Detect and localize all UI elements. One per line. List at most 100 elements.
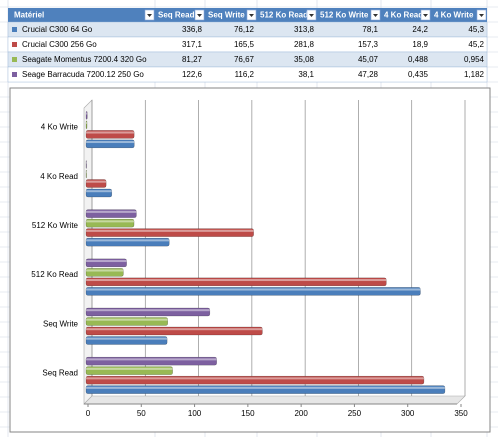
table-cell: 45,3	[468, 25, 484, 34]
y-tick-label: Seq Write	[43, 319, 79, 328]
table-cell: 78,1	[362, 25, 378, 34]
bar	[85, 139, 135, 149]
table-cell: 76,67	[234, 55, 255, 64]
table-cell: 18,9	[412, 40, 428, 49]
bar	[85, 326, 263, 336]
column-header: Matériel	[14, 11, 44, 20]
bar	[85, 336, 168, 345]
bar	[85, 228, 254, 237]
bar	[85, 188, 113, 198]
bar	[85, 218, 135, 228]
table: Matériel Seq Read Seq Write 512 Ko Read 512 …	[7, 8, 488, 83]
bar	[85, 385, 446, 394]
bar	[85, 258, 127, 268]
row-label: Crucial C300 64 Go	[22, 25, 93, 34]
x-tick-label: 350	[454, 409, 468, 418]
row-label: Crucial C300 256 Go	[22, 40, 97, 49]
bar	[85, 179, 107, 188]
bar-highlight	[86, 328, 263, 331]
table-cell: 157,3	[358, 40, 379, 49]
y-tick-label: 4 Ko Read	[40, 172, 78, 181]
bar	[85, 209, 137, 218]
column-header: 4 Ko Read	[384, 11, 423, 20]
bar	[85, 111, 88, 120]
table-cell: 317,1	[182, 40, 203, 49]
bar-highlight	[86, 358, 217, 361]
bar	[85, 287, 421, 296]
filter-arrow	[309, 14, 314, 17]
table-cell: 47,28	[358, 70, 379, 79]
bar-highlight	[86, 122, 88, 125]
table-cell: 0,435	[408, 70, 429, 79]
bar-highlight	[86, 210, 137, 213]
row-label: Seage Barracuda 7200.12 250 Go	[22, 70, 144, 79]
bar-highlight	[86, 377, 424, 380]
table-cell: 35,08	[294, 55, 315, 64]
bar-highlight	[86, 239, 170, 242]
table-cell: 1,182	[464, 70, 485, 79]
table-cell: 313,8	[294, 25, 315, 34]
series-marker	[12, 42, 17, 47]
bar-highlight	[86, 318, 168, 321]
column-header: 4 Ko Write	[434, 11, 474, 20]
chart-floor	[83, 395, 466, 405]
bar-highlight	[86, 260, 127, 263]
bar-highlight	[86, 288, 421, 291]
series-marker	[12, 27, 17, 32]
bar-highlight	[86, 309, 210, 312]
y-tick-label: 512 Ko Write	[32, 221, 79, 230]
table-row-bg	[7, 66, 488, 83]
row-label: Seagate Momentus 7200.4 320 Go	[22, 55, 147, 64]
y-tick-label: 4 Ko Write	[41, 123, 79, 132]
bar-highlight	[86, 269, 124, 272]
bar	[85, 120, 88, 130]
filter-arrow	[249, 14, 254, 17]
bar-highlight	[86, 180, 107, 183]
x-tick-label: 150	[241, 409, 255, 418]
table-cell: 81,27	[182, 55, 203, 64]
bar	[85, 366, 173, 375]
bar-highlight	[86, 279, 387, 282]
bar	[85, 356, 217, 366]
series-marker	[12, 72, 17, 77]
bar-highlight	[86, 337, 168, 340]
y-tick-label: Seq Read	[42, 369, 78, 378]
table-cell: 165,5	[234, 40, 255, 49]
bar	[85, 169, 87, 179]
bar-highlight	[86, 367, 173, 370]
bar	[85, 317, 168, 326]
bar-highlight	[86, 190, 112, 193]
bar	[85, 307, 211, 317]
bar	[85, 277, 387, 287]
table-cell: 38,1	[298, 70, 314, 79]
bar	[85, 130, 135, 139]
column-header: 512 Ko Write	[320, 11, 369, 20]
bar-highlight	[86, 220, 135, 223]
bar	[85, 375, 425, 385]
column-header: 512 Ko Read	[260, 11, 308, 20]
x-tick-label: 50	[137, 409, 146, 418]
bar-highlight	[86, 141, 135, 144]
table-cell: 281,8	[294, 40, 315, 49]
bar-highlight	[86, 386, 445, 389]
bar-highlight	[86, 161, 87, 164]
bar-highlight	[86, 229, 254, 232]
plot-area: 0 50 100 150 200 250 300 350 Seq Read Seq Write 51…	[31, 100, 468, 418]
bar	[85, 268, 124, 277]
bar	[85, 160, 87, 169]
table-cell: 76,12	[234, 25, 255, 34]
table-cell: 122,6	[182, 70, 203, 79]
filter-arrow	[479, 14, 484, 17]
column-header: Seq Write	[208, 11, 245, 20]
bar	[85, 237, 170, 247]
column-header: Seq Read	[158, 11, 195, 20]
x-tick-label: 300	[401, 409, 415, 418]
filter-arrow	[147, 14, 152, 17]
filter-arrow	[197, 14, 202, 17]
table-cell: 116,2	[235, 70, 255, 79]
table-cell: 336,8	[182, 25, 203, 34]
table-cell: 45,2	[468, 40, 484, 49]
x-tick-label: 0	[86, 409, 91, 418]
